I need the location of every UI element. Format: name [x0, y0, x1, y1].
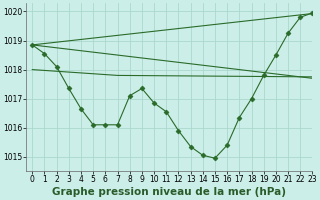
- X-axis label: Graphe pression niveau de la mer (hPa): Graphe pression niveau de la mer (hPa): [52, 187, 286, 197]
